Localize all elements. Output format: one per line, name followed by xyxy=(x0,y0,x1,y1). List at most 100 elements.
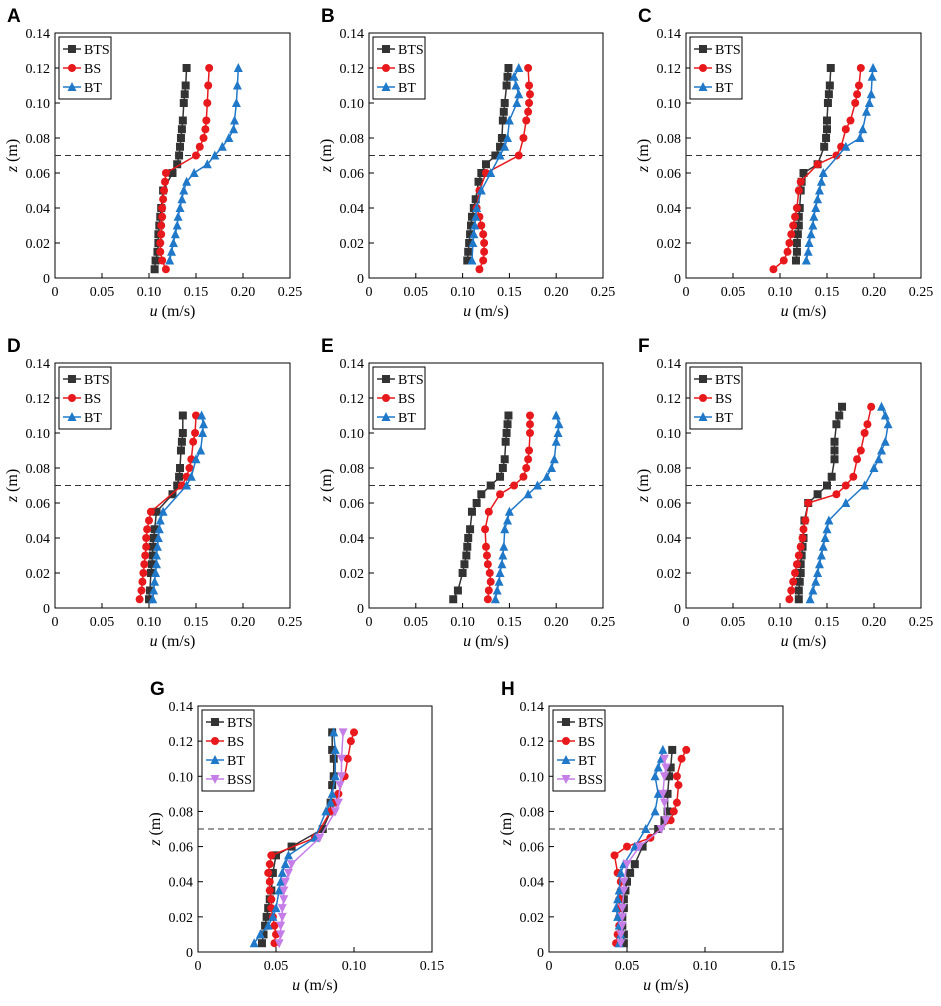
data-point-bss xyxy=(617,904,627,914)
data-point-bt xyxy=(630,841,640,851)
series-bt xyxy=(148,410,209,604)
y-tick-label: 0 xyxy=(43,602,50,617)
legend-label: BTS xyxy=(715,373,741,388)
y-tick-label: 0.12 xyxy=(340,392,365,407)
data-point-bs xyxy=(142,534,151,542)
series-bts xyxy=(463,64,513,265)
data-point-bs xyxy=(159,195,168,204)
y-tick-label: 0.06 xyxy=(657,497,682,512)
data-point-bts xyxy=(500,455,509,464)
data-point-bt xyxy=(495,150,505,160)
legend-label: BTS xyxy=(84,373,110,388)
data-point-bts xyxy=(824,90,833,99)
data-point-bt xyxy=(152,559,162,569)
data-point-bt xyxy=(182,480,192,490)
data-point-bts xyxy=(148,551,157,560)
data-point-bt xyxy=(504,506,514,516)
data-point-bts xyxy=(176,134,185,142)
data-point-bs xyxy=(203,99,212,107)
x-axis-label: u (m/s) xyxy=(463,303,509,320)
y-tick-label: 0.04 xyxy=(340,532,365,547)
data-point-bts xyxy=(465,239,474,247)
data-point-bts xyxy=(823,116,831,125)
data-point-bs xyxy=(475,265,484,274)
data-point-bs xyxy=(525,99,534,107)
data-point-bts xyxy=(168,169,177,177)
legend-label: BT xyxy=(398,411,416,426)
data-point-bt xyxy=(152,550,162,560)
data-point-bt xyxy=(467,255,477,265)
data-point-bts xyxy=(471,195,480,204)
data-point-bts xyxy=(176,464,185,472)
data-point-bs xyxy=(524,107,533,116)
data-point-bt xyxy=(500,524,510,534)
series-bss xyxy=(616,754,671,949)
y-axis-variable: z xyxy=(318,165,335,173)
data-point-bs xyxy=(146,507,155,516)
legend-box xyxy=(552,709,606,792)
data-point-bt xyxy=(470,220,480,230)
panel-letter: C xyxy=(638,6,652,27)
legend-label: BS xyxy=(398,62,415,77)
data-point-bt xyxy=(547,463,557,472)
legend: BTS BS BT xyxy=(372,366,426,430)
data-point-bts xyxy=(477,490,486,499)
x-axis-variable: u xyxy=(463,303,471,320)
data-point-bs xyxy=(792,560,801,569)
data-point-bs xyxy=(265,860,274,869)
series-line-bt xyxy=(471,67,520,261)
data-point-bs xyxy=(787,230,796,239)
data-point-bts xyxy=(638,842,647,851)
panel-letter: F xyxy=(638,336,650,357)
data-point-bt xyxy=(818,168,828,177)
y-tick-label: 0.10 xyxy=(657,427,682,442)
data-point-bs xyxy=(785,239,794,247)
x-tick-label: 0.10 xyxy=(137,615,162,630)
data-point-bs xyxy=(477,221,486,230)
x-tick-label: 0.25 xyxy=(278,615,303,630)
x-axis-label: u (m/s) xyxy=(781,303,827,320)
data-point-bss xyxy=(658,789,668,799)
data-point-bt xyxy=(818,541,828,551)
data-point-bs xyxy=(192,411,200,420)
data-point-bt xyxy=(330,744,340,754)
data-point-bts xyxy=(832,420,841,429)
series-bt xyxy=(249,727,340,948)
y-tick-label: 0.04 xyxy=(657,532,682,547)
data-point-bt xyxy=(255,929,265,939)
data-point-bs xyxy=(867,402,876,411)
data-point-bts xyxy=(318,825,327,833)
y-tick-label: 0.02 xyxy=(340,237,365,252)
data-point-bs xyxy=(204,81,213,90)
panel-a: A 0 0.05 0.10 0.15 0.20 0.25 0 0.02 0.04 0.06 0.08 0… xyxy=(4,6,302,320)
data-point-bs xyxy=(205,64,214,72)
data-point-bt xyxy=(813,194,823,204)
legend-label: BT xyxy=(84,411,102,426)
y-tick-label: 0.10 xyxy=(340,427,365,442)
data-point-bt xyxy=(271,903,281,913)
data-point-bss xyxy=(634,842,644,852)
data-point-bt xyxy=(170,229,180,239)
data-point-bt xyxy=(231,98,241,107)
data-point-bs xyxy=(480,239,489,247)
data-point-bss xyxy=(661,763,671,773)
data-point-bts xyxy=(504,64,513,72)
data-point-bts xyxy=(822,134,831,142)
data-point-bs xyxy=(192,151,200,160)
x-tick-label: 0.05 xyxy=(615,959,640,974)
x-tick-label: 0.10 xyxy=(450,285,475,300)
data-point-bts xyxy=(791,256,800,265)
data-point-bs xyxy=(674,781,683,790)
y-axis-variable: z xyxy=(635,165,652,173)
y-tick-label: 0.12 xyxy=(26,62,51,77)
x-tick-label: 0.05 xyxy=(721,285,746,300)
data-point-bts xyxy=(152,507,161,516)
data-point-bs xyxy=(141,551,150,560)
data-point-bt xyxy=(186,471,196,481)
data-point-bs xyxy=(854,81,863,90)
x-tick-label: 0.25 xyxy=(278,285,303,300)
series-bt xyxy=(467,63,524,265)
series-bts xyxy=(794,402,847,604)
data-point-bs xyxy=(798,534,807,542)
data-point-bt xyxy=(280,859,290,869)
